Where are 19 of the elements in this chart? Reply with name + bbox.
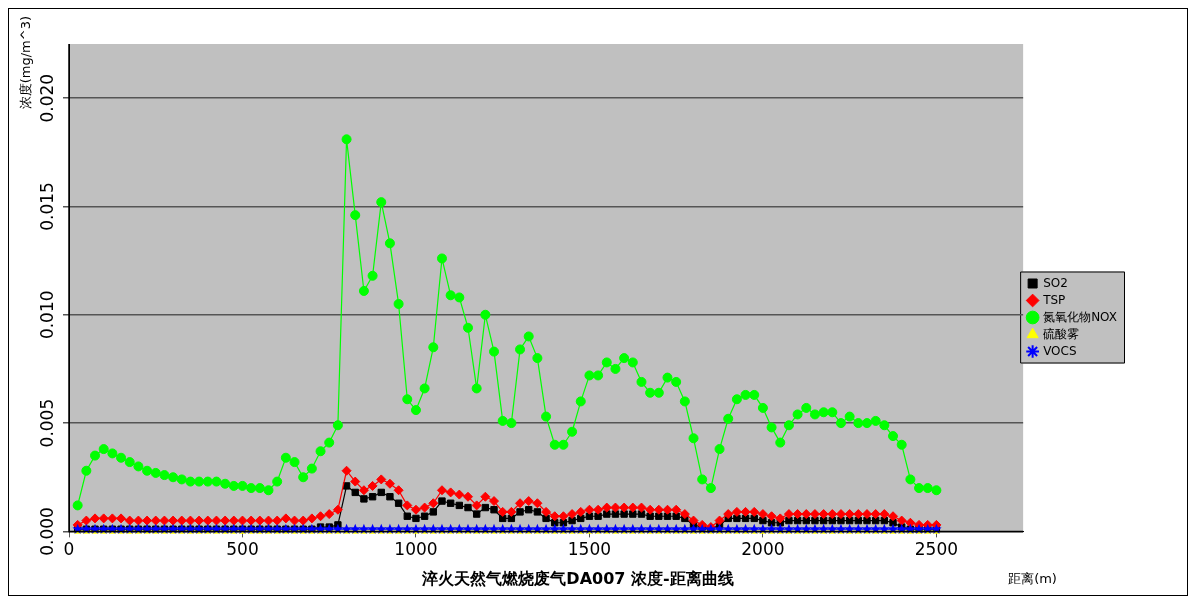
y-tick-label: 0.000 [37, 507, 58, 556]
x-tick-label: 2500 [914, 539, 959, 560]
legend-label: VOCS [1043, 343, 1077, 358]
legend-label: TSP [1042, 292, 1066, 307]
legend-label: 氮氧化物NOX [1043, 309, 1117, 324]
text: 淬火天然气燃烧废气DA007 浓度-距离曲线 [421, 568, 734, 588]
y-tick-label: 0.005 [37, 398, 58, 448]
legend-label: 硫酸雾 [1043, 326, 1080, 341]
y-tick-label: 0.010 [37, 290, 58, 340]
x-tick-label: 0 [63, 539, 75, 560]
y-axis-title: 浓度(mg/m^3) [18, 16, 34, 110]
y-tick-label: 0.020 [37, 73, 58, 123]
x-tick-label: 2000 [741, 539, 785, 560]
y-tick-label: 0.015 [37, 182, 58, 231]
x-tick-label: 500 [226, 539, 259, 560]
legend-label: SO2 [1043, 275, 1068, 290]
x-tick-label: 1000 [394, 539, 438, 560]
x-axis-title: 距离(m) [1008, 570, 1057, 586]
x-tick-label: 1500 [567, 539, 612, 560]
